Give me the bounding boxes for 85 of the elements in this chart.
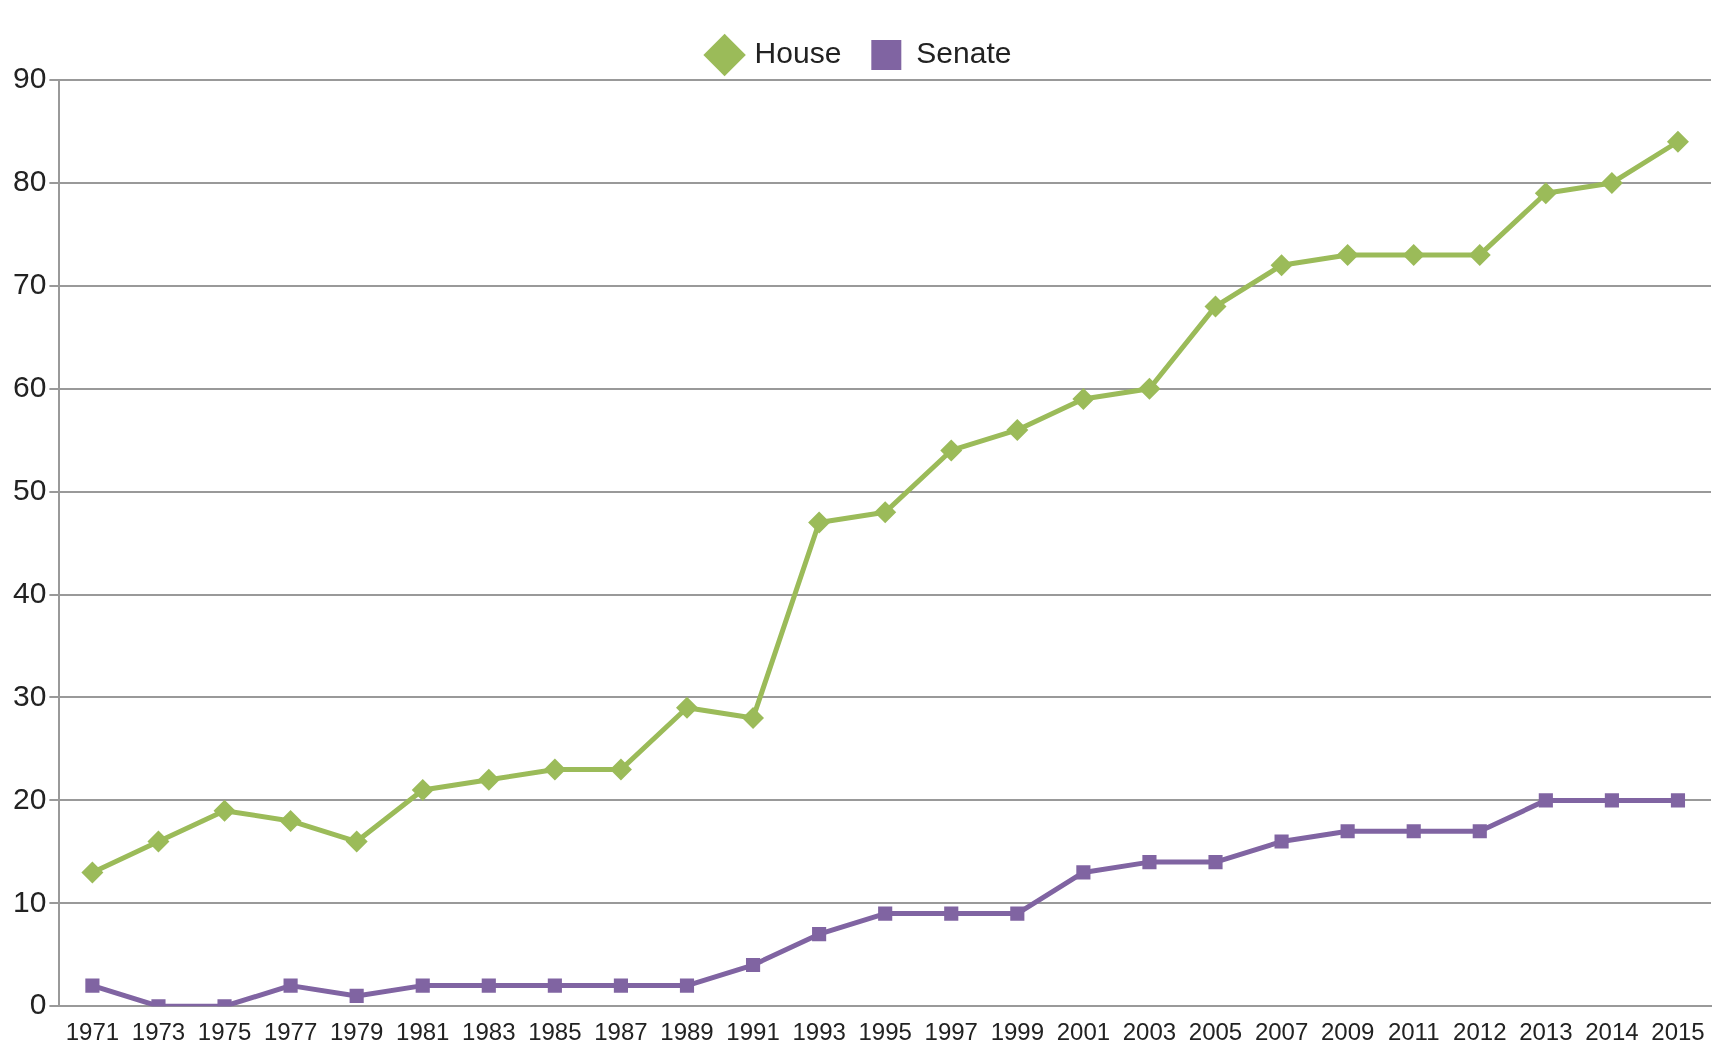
point <box>279 809 302 832</box>
point <box>1006 418 1029 441</box>
point <box>745 957 761 973</box>
x-tick-label: 1977 <box>263 1018 318 1046</box>
y-tick-label: 0 <box>29 987 47 1021</box>
point <box>679 978 695 993</box>
point <box>1472 824 1487 839</box>
point <box>81 861 104 884</box>
point <box>415 978 430 993</box>
y-tick-label: 70 <box>12 267 47 301</box>
point <box>1340 824 1355 839</box>
point <box>878 906 893 921</box>
point <box>1538 793 1553 808</box>
point <box>808 511 831 534</box>
y-tick-label: 50 <box>12 472 47 506</box>
point <box>1208 855 1223 870</box>
point <box>543 758 566 781</box>
point <box>1270 254 1293 277</box>
point <box>1666 130 1689 153</box>
x-tick-label: 1987 <box>594 1018 648 1046</box>
x-tick-label: 1973 <box>131 1018 186 1046</box>
x-tick-label: 2007 <box>1254 1018 1309 1046</box>
point <box>944 906 959 921</box>
x-tick-label: 1995 <box>858 1018 912 1046</box>
point <box>742 707 765 730</box>
y-tick-label: 10 <box>12 884 47 918</box>
x-tick-label: 2005 <box>1188 1018 1243 1046</box>
point <box>1336 243 1359 266</box>
x-tick-label: 2013 <box>1519 1018 1573 1046</box>
point <box>547 978 562 993</box>
y-tick-label: 30 <box>12 678 47 712</box>
x-tick-label: 1971 <box>65 1018 120 1046</box>
point <box>85 978 100 993</box>
x-tick-label: 1989 <box>660 1018 714 1046</box>
point <box>675 696 698 719</box>
x-tick-label: 2003 <box>1122 1018 1177 1046</box>
x-tick-label: 2011 <box>1387 1018 1440 1046</box>
point <box>1142 855 1157 870</box>
point <box>349 988 364 1003</box>
point <box>1204 295 1227 318</box>
x-tick-label: 1975 <box>197 1018 252 1046</box>
point <box>609 758 632 781</box>
x-tick-label: 2014 <box>1585 1018 1639 1046</box>
x-tick-label: 1979 <box>329 1018 384 1046</box>
point <box>874 501 897 524</box>
point <box>1468 243 1491 266</box>
x-tick-label: 1991 <box>726 1018 780 1046</box>
x-tick-label: 1999 <box>990 1018 1045 1046</box>
point <box>1076 865 1091 880</box>
point <box>1604 793 1619 808</box>
x-tick-label: 1983 <box>462 1018 516 1046</box>
x-tick-label: 1993 <box>792 1018 846 1046</box>
point <box>1670 793 1686 808</box>
legend-label: Senate <box>916 36 1012 70</box>
point <box>1274 834 1289 849</box>
point <box>345 830 368 853</box>
x-tick-label: 1997 <box>924 1018 978 1046</box>
y-tick-label: 60 <box>12 370 47 403</box>
x-tick-label: 2001 <box>1056 1018 1111 1046</box>
point <box>477 768 500 791</box>
x-tick-label: 2009 <box>1320 1018 1375 1046</box>
y-tick-label: 40 <box>12 575 47 609</box>
point <box>1072 388 1095 411</box>
point <box>411 779 434 802</box>
y-tick-label: 90 <box>12 61 47 95</box>
y-tick-label: 80 <box>12 164 47 198</box>
point <box>1406 824 1421 839</box>
legend-label: House <box>754 36 842 70</box>
point <box>1402 243 1425 266</box>
point <box>940 439 963 462</box>
x-tick-label: 2012 <box>1453 1018 1507 1046</box>
y-tick-label: 20 <box>12 781 47 815</box>
point <box>613 978 628 993</box>
point <box>812 927 827 942</box>
x-tick-label: 2015 <box>1651 1018 1705 1046</box>
point <box>1138 377 1161 400</box>
point <box>283 978 298 993</box>
point <box>147 830 170 853</box>
x-tick-label: 1981 <box>396 1018 450 1046</box>
point <box>213 799 236 822</box>
x-tick-label: 1985 <box>528 1018 582 1046</box>
point <box>481 978 496 993</box>
point <box>1600 171 1623 194</box>
point <box>1534 182 1557 205</box>
point <box>1010 906 1025 921</box>
